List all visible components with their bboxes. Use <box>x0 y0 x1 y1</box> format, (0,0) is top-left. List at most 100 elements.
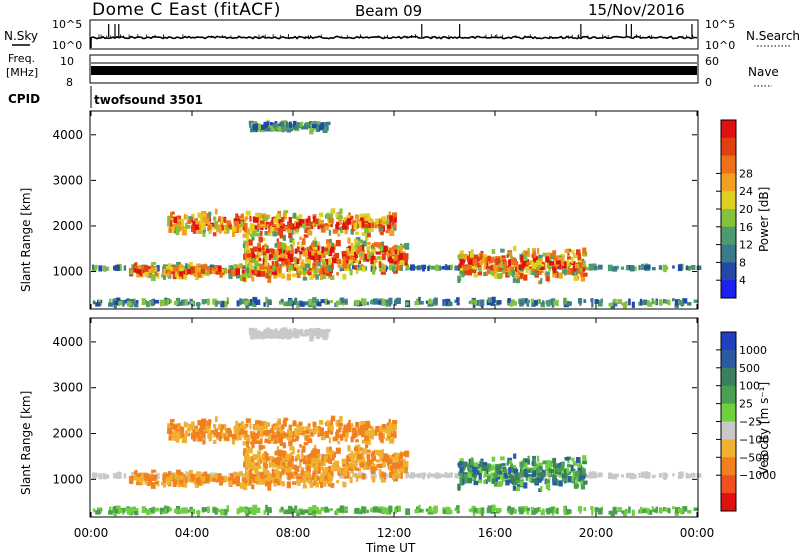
power-cell <box>288 224 292 228</box>
power-cell <box>364 224 370 229</box>
velocity-cell <box>167 423 171 430</box>
power-cell <box>510 299 515 306</box>
velocity-cell <box>470 507 474 513</box>
power-cell <box>335 240 341 247</box>
velocity-cell <box>305 331 308 337</box>
power-cell <box>331 242 335 248</box>
power-cell <box>376 256 381 260</box>
velocity-cell <box>280 481 285 486</box>
power-cell <box>280 222 284 226</box>
velocity-cell <box>540 510 545 516</box>
power-cell <box>314 301 319 305</box>
power-cell <box>501 255 506 259</box>
velocity-cell <box>298 330 302 335</box>
power-cell <box>209 267 215 274</box>
velocity-cell <box>297 453 300 460</box>
power-cell <box>473 273 479 278</box>
velocity-cell <box>251 461 256 469</box>
velocity-cell <box>583 480 588 485</box>
power-cell <box>337 261 341 268</box>
velocity-cell <box>284 327 287 334</box>
velocity-cell <box>215 479 221 483</box>
velocity-cell <box>392 453 395 457</box>
velocity-cell <box>479 507 482 515</box>
velocity-cell <box>273 330 276 335</box>
power-cell <box>235 268 240 276</box>
power-cell <box>235 218 240 222</box>
power-cell <box>312 216 316 223</box>
velocity-cell <box>314 474 317 482</box>
velocity-cell <box>682 506 688 512</box>
power-y-tick-label: 4000 <box>52 128 83 142</box>
power-cell <box>459 269 464 275</box>
power-cell <box>179 219 185 226</box>
velocity-cell <box>224 509 228 516</box>
power-cell <box>245 259 248 267</box>
velocity-cell <box>130 477 133 483</box>
power-cell <box>204 270 209 275</box>
power-cell <box>578 298 583 304</box>
velocity-cell <box>346 425 352 433</box>
power-cell <box>313 124 317 129</box>
power-cell <box>267 264 271 271</box>
velocity-cell <box>566 471 570 479</box>
velocity-cell <box>445 473 451 478</box>
velocity-cell <box>255 440 261 444</box>
power-cell <box>187 264 190 270</box>
power-cell <box>316 301 322 307</box>
power-cell <box>193 265 198 270</box>
velocity-cell <box>182 474 186 478</box>
velocity-cell <box>271 432 275 437</box>
power-cell <box>346 248 350 252</box>
velocity-cell <box>194 431 200 438</box>
velocity-cell <box>516 484 521 488</box>
velocity-cell <box>260 428 265 432</box>
power-cell <box>315 274 319 280</box>
power-cell <box>116 297 121 304</box>
velocity-cell <box>315 449 320 456</box>
velocity-cell <box>396 462 399 469</box>
velocity-cell <box>138 472 143 477</box>
velocity-cell <box>478 464 483 468</box>
power-cell <box>136 273 140 278</box>
velocity-cell <box>113 508 119 514</box>
power-cell <box>232 230 236 237</box>
velocity-cell <box>277 435 283 442</box>
power-cell <box>228 224 233 230</box>
velocity-cell <box>374 466 378 471</box>
velocity-cell <box>272 475 275 480</box>
power-cell <box>220 300 225 308</box>
power-cell <box>298 219 302 226</box>
power-cell <box>383 264 387 269</box>
velocity-cell <box>493 472 498 478</box>
power-cell <box>495 268 499 276</box>
power-cell <box>399 245 403 252</box>
power-cell <box>457 276 461 283</box>
power-cell <box>459 274 464 278</box>
power-cell <box>501 259 506 266</box>
velocity-cell <box>240 428 244 434</box>
velocity-cell <box>308 461 314 468</box>
velocity-cell <box>630 472 635 480</box>
power-cell <box>553 301 557 306</box>
velocity-cell <box>561 463 565 471</box>
velocity-cell <box>322 468 327 474</box>
power-cell <box>531 262 536 269</box>
power-cell <box>384 299 388 306</box>
velocity-cell <box>200 476 206 482</box>
velocity-cell <box>286 481 291 489</box>
power-cell <box>259 264 265 270</box>
power-cell <box>226 220 231 226</box>
velocity-cell <box>276 421 280 427</box>
velocity-cell <box>361 449 364 456</box>
velocity-cell <box>337 469 341 475</box>
velocity-cell <box>197 420 202 426</box>
velocity-cell <box>324 457 330 463</box>
power-echo-cells <box>91 120 702 309</box>
velocity-cell <box>346 469 349 476</box>
velocity-cell <box>356 458 360 463</box>
velocity-cell <box>459 481 464 486</box>
power-cell <box>274 227 278 232</box>
power-cell <box>337 233 341 237</box>
velocity-cell <box>488 468 491 472</box>
